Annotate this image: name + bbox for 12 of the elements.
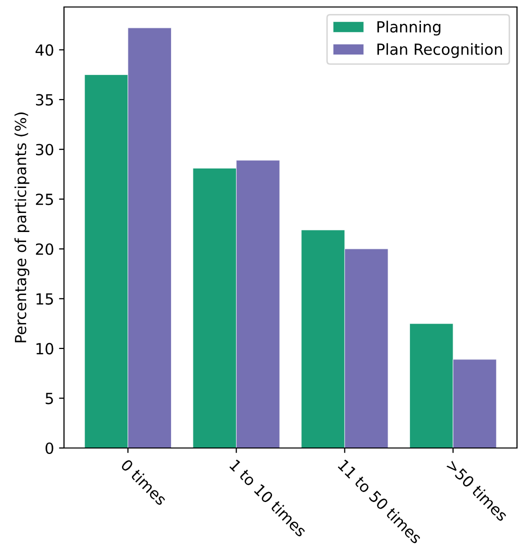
y-tick-label: 5 — [46, 392, 53, 404]
y-tick-label: 20 — [36, 243, 54, 255]
legend-label: Planning — [377, 20, 440, 36]
y-tick-label: 35 — [36, 94, 53, 106]
y-tick-label: 15 — [36, 293, 53, 305]
y-tick-label: 25 — [36, 194, 53, 206]
y-tick-label: 40 — [36, 44, 54, 56]
legend-label: Plan Recognition — [377, 43, 502, 58]
y-tick-label: 30 — [36, 144, 54, 156]
y-tick-label: 0 — [46, 442, 54, 454]
y-tick-label: 10 — [36, 342, 54, 354]
y-axis-title: Percentage of participants (%) — [14, 112, 30, 342]
